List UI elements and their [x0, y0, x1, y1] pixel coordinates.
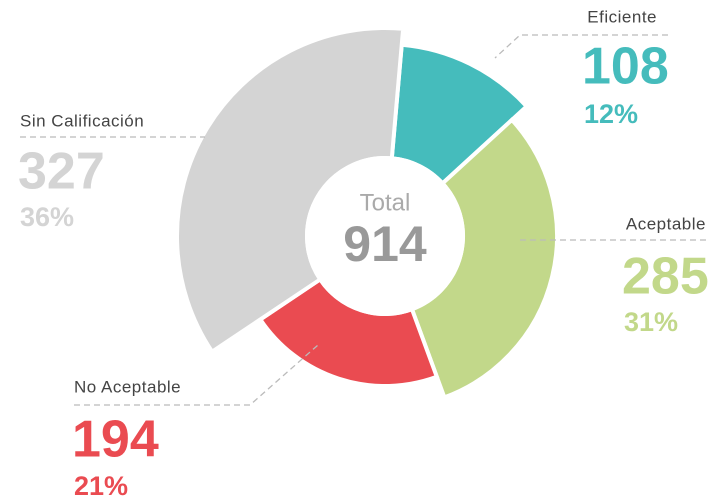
category-label: Eficiente [587, 7, 657, 26]
value-label: 108 [582, 38, 669, 96]
percent-label: 12% [584, 99, 638, 129]
leader-line [74, 344, 319, 406]
value-label: 327 [18, 143, 105, 201]
percent-label: 21% [74, 471, 128, 501]
percent-label: 36% [20, 202, 74, 232]
percent-label: 31% [624, 307, 678, 337]
category-label: No Aceptable [74, 377, 181, 396]
category-label: Aceptable [626, 214, 706, 233]
slices [175, 26, 559, 400]
total-label: Total [360, 189, 411, 216]
total-value: 914 [343, 216, 427, 272]
leader-line [494, 34, 668, 59]
value-label: 285 [622, 248, 709, 306]
category-label: Sin Calificación [20, 111, 144, 130]
donut-hole [305, 156, 465, 316]
value-label: 194 [72, 411, 159, 469]
